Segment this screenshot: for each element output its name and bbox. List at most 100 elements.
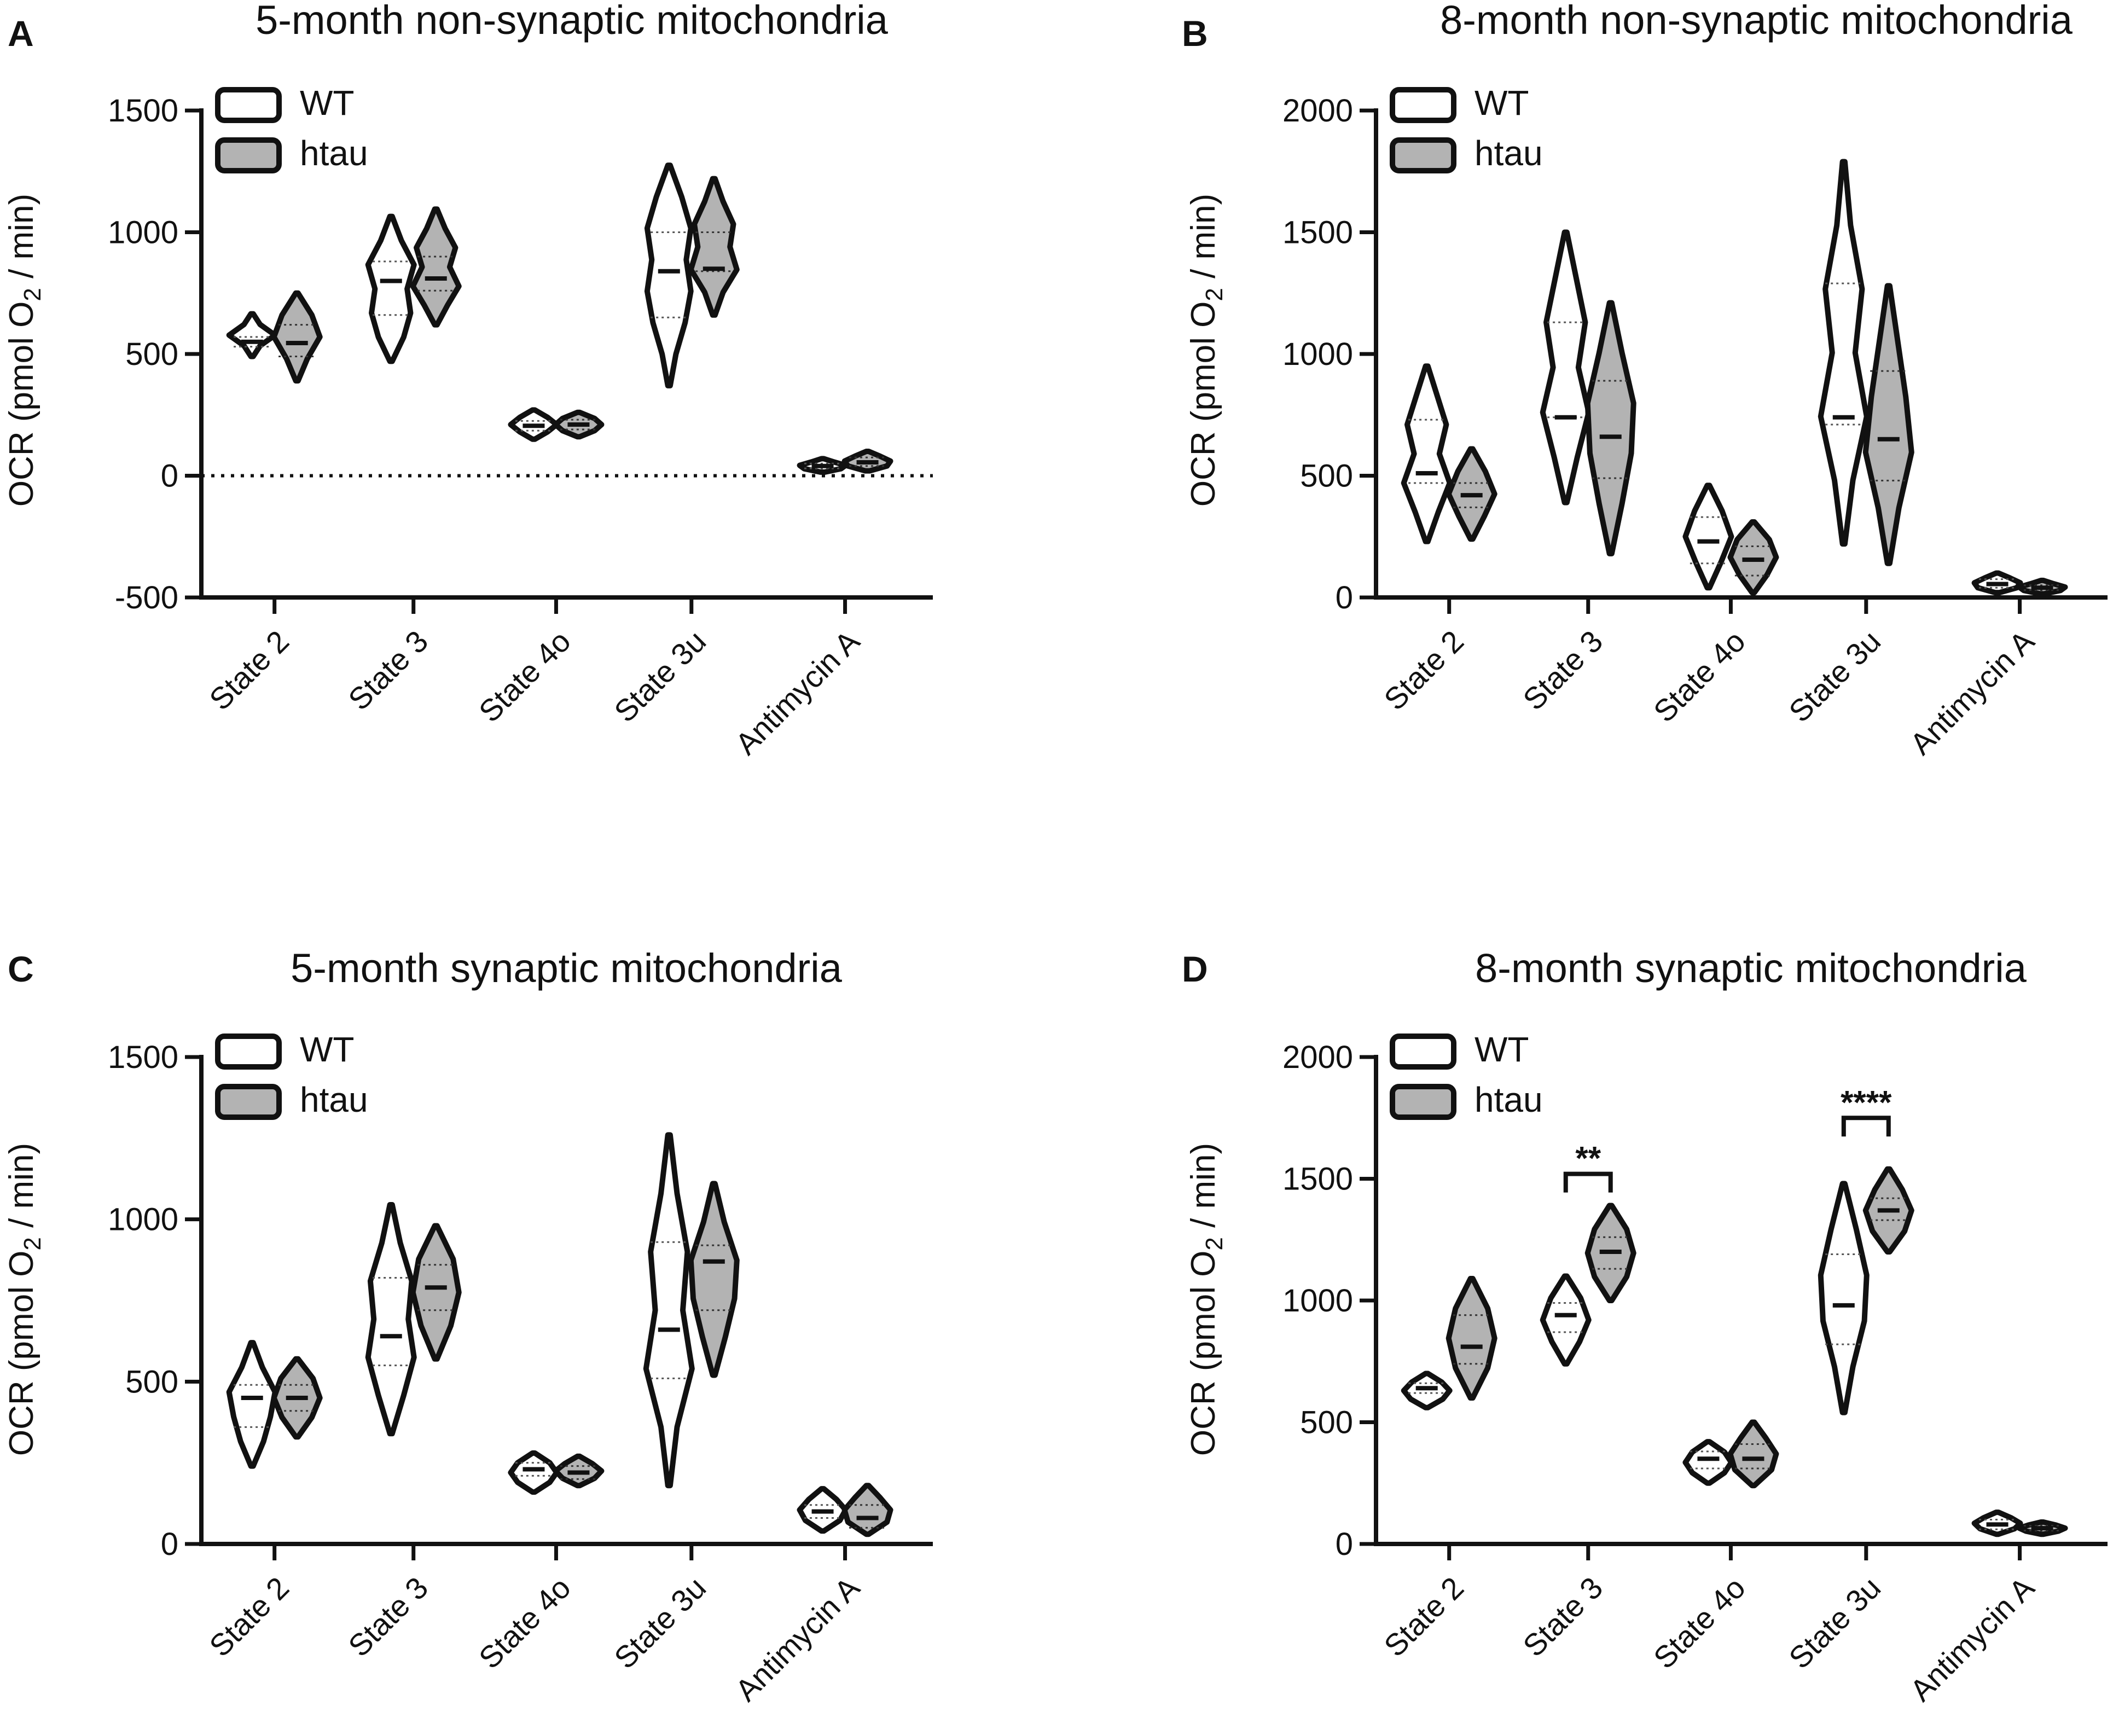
violin-htau [410,1223,462,1362]
y-tick-label: 1000 [1282,1283,1353,1319]
panel-title: 5-month non-synaptic mitochondria [256,0,889,43]
violin-wt [365,1201,417,1437]
violin-htau [1584,300,1636,556]
legend-wt-swatch [1390,1034,1456,1070]
x-tick-label: State 2 [202,624,295,717]
violin-wt [365,213,417,364]
y-axis-label: OCR (pmol O2 / min) [3,1143,46,1456]
x-tick-label: State 4o [472,1570,577,1675]
panel-letter: A [8,13,34,54]
legend-wt-label: WT [300,1030,355,1069]
x-tick-label: Antimycin A [729,623,867,761]
legend-htau-swatch [215,1084,282,1120]
y-tick-label: 1500 [1282,215,1353,251]
x-tick-label: State 2 [1377,624,1470,717]
x-tick-label: State 4o [1647,624,1752,729]
y-tick-label: 1500 [1282,1162,1353,1197]
x-tick-label: State 2 [202,1570,295,1663]
violin-htau [688,1181,740,1378]
x-tick-label: State 3u [1782,1570,1887,1675]
violin-wt [1401,1371,1453,1410]
significance-bracket [1563,1171,1613,1193]
legend-htau-label: htau [300,1080,368,1119]
violin-htau [271,290,323,384]
plot-area: 0 500 1000 1500 State 2 State 3 State 4o State … [108,1030,933,1708]
panel-title: 8-month non-synaptic mitochondria [1440,0,2073,43]
y-tick-label: 500 [125,1364,178,1400]
panel-d: D 8-month synaptic mitochondria OCR (pmo… [1182,945,2108,1708]
legend-htau-label: htau [1475,1080,1543,1119]
significance-bracket [1841,1116,1891,1137]
x-tick-label: State 3 [1516,1570,1609,1663]
panel-title: 8-month synaptic mitochondria [1475,945,2027,991]
violin-htau [1727,1419,1779,1489]
x-tick-label: Antimycin A [729,1570,867,1708]
plot-area: 0 500 1000 1500 2000 State 2 State 3 State 4o St… [1282,83,2108,761]
legend-wt-swatch [215,87,282,123]
violin-wt [226,1340,278,1469]
violin-wt [1540,1273,1592,1367]
plot-area: -500 0 500 1000 1500 State 2 State 3 State 4o St… [108,83,933,761]
violin-htau [1862,283,1914,566]
violin-wt [1540,229,1592,506]
legend-wt-label: WT [300,83,355,123]
violin-htau [1727,519,1779,596]
y-tick-label: 0 [1336,1526,1353,1562]
violin-wt [1818,159,1870,547]
y-tick-label: 0 [161,1526,178,1562]
y-axis-label: OCR (pmol O2 / min) [3,194,46,507]
violin-wt [1401,363,1453,544]
violin-wt [1682,1439,1734,1486]
violin-wt [1818,1181,1870,1415]
y-tick-label: 2000 [1282,1040,1353,1075]
violin-htau [688,176,740,318]
violin-wt [508,1450,560,1495]
violin-htau [841,1483,893,1537]
violin-htau [410,206,462,328]
y-axis-label: OCR (pmol O2 / min) [1185,194,1228,507]
y-tick-label: 2000 [1282,93,1353,129]
significance-label: **** [1841,1084,1892,1120]
violin-wt [643,1132,695,1489]
x-tick-label: State 3 [341,624,434,717]
legend-htau-swatch [1390,137,1456,173]
legend-htau-label: htau [300,133,368,173]
y-tick-label: 0 [1336,580,1353,616]
x-tick-label: State 4o [1647,1570,1752,1675]
panel-b: B 8-month non-synaptic mitochondria OCR … [1182,0,2108,761]
x-tick-label: Antimycin A [1903,623,2041,761]
y-tick-label: -500 [115,580,178,616]
panel-letter: D [1182,949,1208,989]
x-tick-label: State 4o [472,624,577,729]
violin-wt [1682,483,1734,591]
significance-label: ** [1575,1140,1601,1177]
legend-wt-swatch [1390,87,1456,123]
x-tick-label: State 3 [341,1570,434,1663]
y-tick-label: 500 [1300,1405,1353,1441]
x-tick-label: State 3u [607,1570,712,1675]
y-tick-label: 1000 [1282,336,1353,372]
y-tick-label: 0 [161,458,178,494]
legend-htau-swatch [215,137,282,173]
y-tick-label: 1500 [108,93,178,129]
panel-letter: B [1182,13,1208,54]
x-tick-label: State 3u [1782,624,1887,729]
x-tick-label: Antimycin A [1903,1570,2041,1708]
y-tick-label: 1500 [108,1040,178,1075]
panel-letter: C [8,949,34,989]
y-tick-label: 1000 [108,1202,178,1238]
violin-wt [644,162,694,388]
legend-htau-label: htau [1475,133,1543,173]
panel-a: A 5-month non-synaptic mitochondria OCR … [3,0,933,761]
x-tick-label: State 3 [1516,624,1609,717]
legend-wt-label: WT [1475,83,1529,123]
y-tick-label: 1000 [108,215,178,251]
panel-c: C 5-month synaptic mitochondria OCR (pmo… [3,945,933,1708]
x-tick-label: State 2 [1377,1570,1470,1663]
legend-wt-label: WT [1475,1030,1529,1069]
legend-htau-swatch [1390,1084,1456,1120]
y-axis-label: OCR (pmol O2 / min) [1185,1143,1228,1456]
plot-area: 0 500 1000 1500 2000 State 2 State 3 State 4o St… [1282,1030,2108,1708]
panel-title: 5-month synaptic mitochondria [291,945,843,991]
